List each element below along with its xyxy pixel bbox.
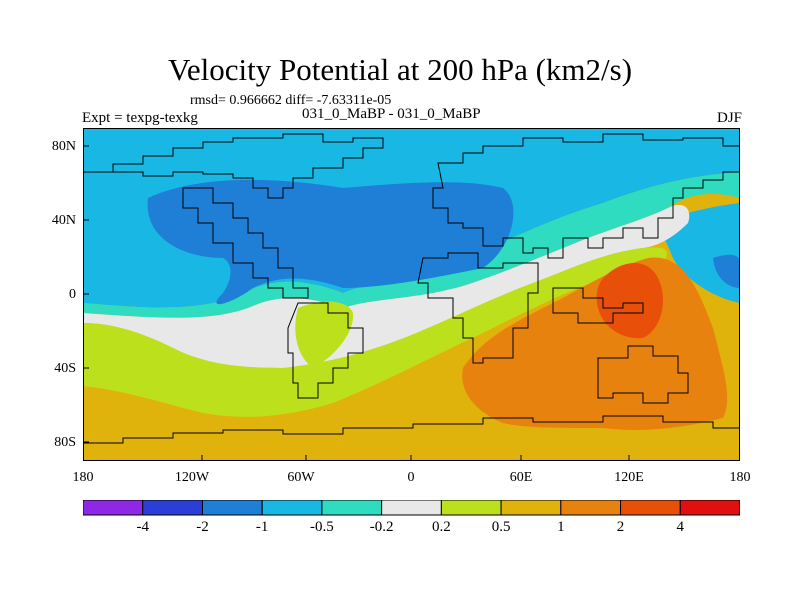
map-title: Velocity Potential at 200 hPa (km2/s) [167, 52, 633, 87]
colorbar-label: -0.5 [310, 519, 334, 535]
lon-label-120e: 120E [614, 470, 644, 485]
colorbar-swatch [261, 500, 323, 516]
lon-label-60w: 60W [287, 470, 315, 485]
lon-label-180e: 180 [729, 470, 751, 485]
lat-label-80n: 80N [51, 139, 76, 154]
colorbar-swatch [381, 500, 442, 516]
lat-label-80s: 80S [54, 435, 76, 450]
coastlines [83, 133, 740, 444]
velocity-potential-map [83, 128, 740, 461]
colorbar-label: 0.5 [491, 519, 511, 535]
colorbar-swatch [679, 500, 740, 516]
colorbar-label: -1 [255, 519, 269, 535]
lon-label-60e: 60E [509, 470, 533, 485]
colorbar-swatch [142, 500, 203, 516]
season-label: DJF [716, 110, 742, 126]
field-level-m05 [83, 172, 740, 318]
field-level-0 [83, 204, 690, 368]
colorbar-swatch [560, 500, 622, 516]
experiment-label: Expt = texpg-texkg [82, 110, 198, 126]
colorbar-swatch [321, 500, 383, 516]
field-level-m2-1 [713, 254, 740, 288]
colorbar-label: -0.2 [369, 519, 394, 535]
colorbar-swatch [440, 500, 502, 516]
lon-label-0: 0 [407, 470, 415, 485]
colorbar-label: 1 [557, 519, 565, 535]
lat-label-40s: 40S [54, 361, 76, 376]
lon-label-120w: 120W [174, 470, 210, 485]
colorbar-label: -4 [136, 519, 149, 535]
colorbar-label: 2 [616, 519, 625, 535]
rmsd-stats: rmsd= 0.966662 diff= -7.63311e-05 [190, 93, 392, 108]
difference-label: 031_0_MaBP - 031_0_MaBP [302, 106, 481, 122]
field-level-02-sa [295, 301, 354, 368]
colorbar-label: -2 [196, 519, 209, 535]
field-level-m2-0 [147, 179, 514, 305]
colorbar-label: 0.2 [431, 519, 451, 535]
colorbar-swatch [83, 500, 144, 516]
colorbar-swatch [500, 500, 562, 516]
lat-label-0: 0 [69, 287, 76, 302]
colorbar-swatch [620, 500, 681, 516]
lat-label-40n: 40N [51, 213, 76, 228]
colorbar-swatch [201, 500, 263, 516]
field-level-02 [83, 247, 667, 417]
colorbar [83, 500, 740, 516]
lon-label-180w: 180 [72, 470, 94, 485]
colorbar-label: 4 [676, 519, 685, 535]
